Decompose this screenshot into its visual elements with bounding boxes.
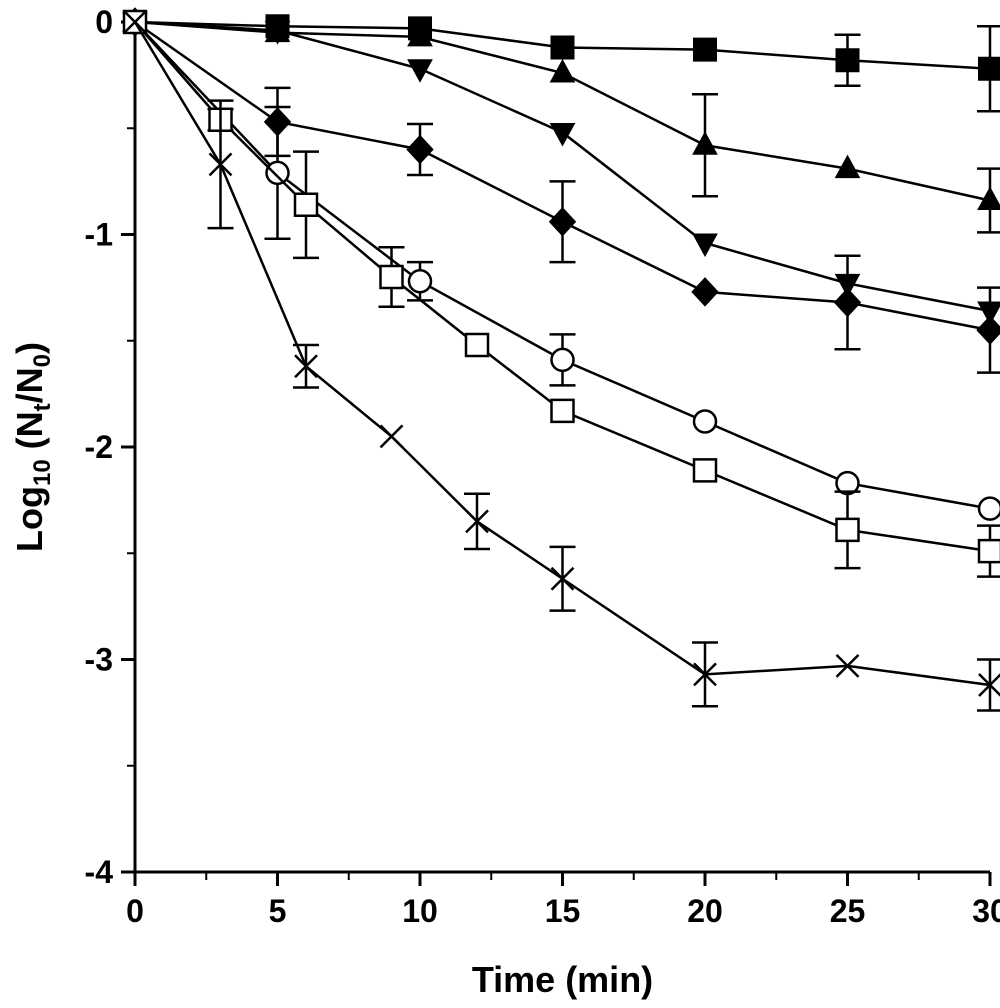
x-tick-label: 25	[830, 893, 866, 929]
ticks-layer: 0 5 10 15 20 25 30 0 -1 -2 -3 -4	[85, 4, 1000, 929]
data-point	[465, 509, 489, 534]
y-tick-label: 0	[95, 4, 113, 40]
data-point	[549, 123, 576, 147]
y-title-sub-t: t	[29, 403, 56, 411]
data-point	[693, 37, 717, 62]
x-tick-label: 30	[972, 893, 1000, 929]
data-point	[550, 566, 575, 591]
series-filled-triangle-down	[122, 12, 1000, 326]
data-point	[293, 192, 319, 217]
data-point	[692, 409, 718, 434]
y-tick-label: -4	[85, 854, 114, 890]
x-tick-label: 5	[269, 893, 287, 929]
data-point	[692, 458, 718, 483]
data-point	[123, 10, 147, 34]
y-tick-label: -2	[85, 429, 113, 465]
data-point	[835, 653, 860, 678]
y-title-slash-n: /N	[9, 367, 50, 403]
data-point	[834, 154, 861, 179]
data-point	[691, 277, 719, 307]
y-title-sub-10: 10	[29, 459, 56, 486]
x-tick-label: 15	[545, 893, 581, 929]
y-title-log: Log	[9, 486, 50, 552]
data-point	[977, 186, 1000, 210]
data-point	[976, 315, 1000, 345]
data-point	[693, 662, 717, 687]
data-point	[264, 21, 291, 45]
series-open-square	[122, 9, 1000, 578]
y-tick-label: -1	[85, 217, 113, 253]
data-point	[407, 59, 433, 83]
data-point	[464, 332, 490, 358]
data-point	[835, 517, 860, 543]
series-open-circle	[122, 9, 1000, 521]
data-point	[294, 354, 318, 379]
x-axis-title: Time (min)	[472, 959, 653, 1000]
data-point	[833, 287, 862, 318]
y-axis-title: Log10 (Nt/N0)	[9, 342, 56, 552]
data-point	[692, 131, 718, 155]
data-point	[379, 424, 404, 449]
data-point	[835, 48, 860, 73]
y-title-close: )	[9, 342, 50, 354]
y-tick-label: -3	[85, 642, 113, 678]
data-point	[379, 264, 404, 290]
x-tick-label: 0	[126, 893, 144, 929]
data-point	[550, 35, 575, 60]
series-cross-x	[123, 10, 1000, 712]
data-point	[978, 56, 1000, 81]
x-tick-label: 10	[402, 893, 438, 929]
data-point	[208, 152, 233, 177]
data-point	[407, 22, 433, 47]
x-tick-label: 20	[687, 893, 723, 929]
data-point	[977, 538, 1000, 564]
data-point	[265, 160, 290, 186]
data-point	[550, 347, 575, 373]
data-point	[407, 269, 433, 294]
data-point	[406, 134, 434, 165]
data-point	[548, 207, 577, 237]
y-title-sub-0: 0	[29, 354, 56, 367]
data-point	[977, 496, 1000, 521]
data-point	[692, 233, 718, 258]
y-title-n-open: (N	[9, 411, 50, 459]
data-point	[550, 398, 575, 424]
series-layer	[121, 7, 1000, 712]
data-point	[978, 673, 1000, 697]
data-point	[549, 58, 576, 83]
